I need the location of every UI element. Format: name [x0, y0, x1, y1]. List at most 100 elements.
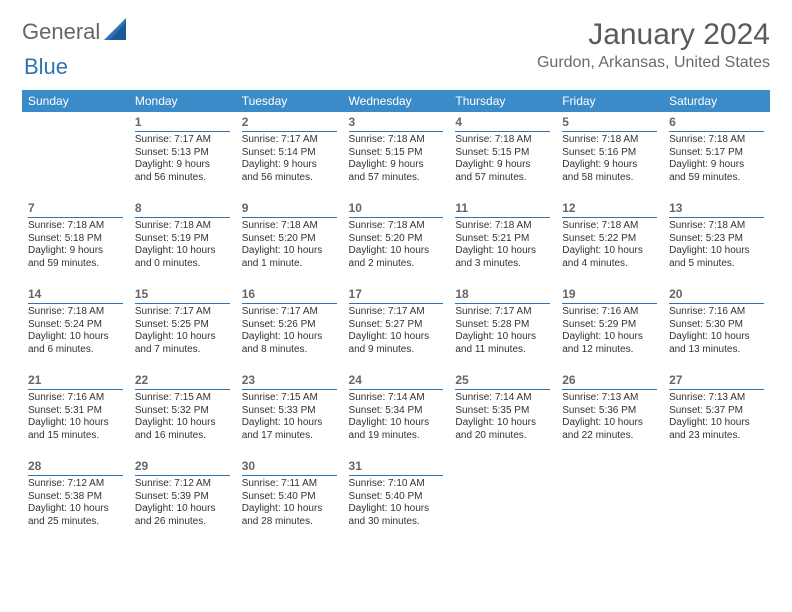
day-d1: Daylight: 10 hours: [349, 245, 444, 258]
day-cell: 12Sunrise: 7:18 AMSunset: 5:22 PMDayligh…: [556, 198, 663, 284]
day-d1: Daylight: 10 hours: [135, 417, 230, 430]
day-ss: Sunset: 5:15 PM: [455, 147, 550, 160]
day-number: 15: [135, 287, 230, 304]
day-info: Sunrise: 7:17 AMSunset: 5:14 PMDaylight:…: [242, 134, 337, 184]
day-number: 29: [135, 459, 230, 476]
day-cell: 29Sunrise: 7:12 AMSunset: 5:39 PMDayligh…: [129, 456, 236, 542]
day-info: Sunrise: 7:18 AMSunset: 5:20 PMDaylight:…: [242, 220, 337, 270]
day-ss: Sunset: 5:23 PM: [669, 233, 764, 246]
day-sr: Sunrise: 7:18 AM: [562, 134, 657, 147]
day-info: Sunrise: 7:11 AMSunset: 5:40 PMDaylight:…: [242, 478, 337, 528]
day-d1: Daylight: 9 hours: [562, 159, 657, 172]
day-info: Sunrise: 7:15 AMSunset: 5:32 PMDaylight:…: [135, 392, 230, 442]
dow-wednesday: Wednesday: [343, 90, 450, 112]
day-number: 23: [242, 373, 337, 390]
day-sr: Sunrise: 7:16 AM: [669, 306, 764, 319]
day-d2: and 30 minutes.: [349, 516, 444, 529]
day-number: 10: [349, 201, 444, 218]
day-number: 16: [242, 287, 337, 304]
day-number: 22: [135, 373, 230, 390]
day-d2: and 13 minutes.: [669, 344, 764, 357]
day-number: 7: [28, 201, 123, 218]
dow-sunday: Sunday: [22, 90, 129, 112]
day-sr: Sunrise: 7:18 AM: [669, 134, 764, 147]
day-number: 28: [28, 459, 123, 476]
day-d1: Daylight: 10 hours: [28, 331, 123, 344]
dow-row: Sunday Monday Tuesday Wednesday Thursday…: [22, 90, 770, 112]
day-ss: Sunset: 5:20 PM: [349, 233, 444, 246]
day-ss: Sunset: 5:29 PM: [562, 319, 657, 332]
day-ss: Sunset: 5:40 PM: [349, 491, 444, 504]
day-sr: Sunrise: 7:17 AM: [349, 306, 444, 319]
dow-friday: Friday: [556, 90, 663, 112]
day-number: 13: [669, 201, 764, 218]
day-info: Sunrise: 7:18 AMSunset: 5:19 PMDaylight:…: [135, 220, 230, 270]
day-number: 17: [349, 287, 444, 304]
day-ss: Sunset: 5:17 PM: [669, 147, 764, 160]
day-info: Sunrise: 7:18 AMSunset: 5:18 PMDaylight:…: [28, 220, 123, 270]
day-cell: 20Sunrise: 7:16 AMSunset: 5:30 PMDayligh…: [663, 284, 770, 370]
day-ss: Sunset: 5:26 PM: [242, 319, 337, 332]
day-ss: Sunset: 5:39 PM: [135, 491, 230, 504]
day-sr: Sunrise: 7:15 AM: [135, 392, 230, 405]
day-cell: 13Sunrise: 7:18 AMSunset: 5:23 PMDayligh…: [663, 198, 770, 284]
day-d2: and 11 minutes.: [455, 344, 550, 357]
brand-general: General: [22, 19, 100, 45]
day-number: 8: [135, 201, 230, 218]
day-d1: Daylight: 9 hours: [669, 159, 764, 172]
day-d1: Daylight: 10 hours: [242, 331, 337, 344]
day-d1: Daylight: 10 hours: [562, 417, 657, 430]
calendar-page: General January 2024 Gurdon, Arkansas, U…: [0, 0, 792, 542]
day-number: 4: [455, 115, 550, 132]
day-ss: Sunset: 5:31 PM: [28, 405, 123, 418]
day-info: Sunrise: 7:17 AMSunset: 5:26 PMDaylight:…: [242, 306, 337, 356]
day-number: 2: [242, 115, 337, 132]
day-d2: and 8 minutes.: [242, 344, 337, 357]
day-cell: 25Sunrise: 7:14 AMSunset: 5:35 PMDayligh…: [449, 370, 556, 456]
brand-blue: Blue: [24, 54, 68, 79]
day-d1: Daylight: 10 hours: [455, 417, 550, 430]
day-info: Sunrise: 7:17 AMSunset: 5:28 PMDaylight:…: [455, 306, 550, 356]
day-cell: [22, 112, 129, 198]
day-cell: 3Sunrise: 7:18 AMSunset: 5:15 PMDaylight…: [343, 112, 450, 198]
day-d2: and 7 minutes.: [135, 344, 230, 357]
brand-sail-icon: [104, 18, 130, 45]
day-d1: Daylight: 10 hours: [28, 503, 123, 516]
day-d1: Daylight: 10 hours: [242, 503, 337, 516]
day-info: Sunrise: 7:14 AMSunset: 5:34 PMDaylight:…: [349, 392, 444, 442]
day-number: 9: [242, 201, 337, 218]
day-cell: 8 Sunrise: 7:18 AMSunset: 5:19 PMDaylight…: [129, 198, 236, 284]
day-info: Sunrise: 7:18 AMSunset: 5:20 PMDaylight:…: [349, 220, 444, 270]
day-cell: 9 Sunrise: 7:18 AMSunset: 5:20 PMDaylight…: [236, 198, 343, 284]
day-cell: 16 Sunrise: 7:17 AMSunset: 5:26 PMDayligh…: [236, 284, 343, 370]
day-d2: and 25 minutes.: [28, 516, 123, 529]
day-ss: Sunset: 5:15 PM: [349, 147, 444, 160]
day-sr: Sunrise: 7:13 AM: [562, 392, 657, 405]
day-sr: Sunrise: 7:12 AM: [135, 478, 230, 491]
day-info: Sunrise: 7:18 AMSunset: 5:24 PMDaylight:…: [28, 306, 123, 356]
day-d2: and 6 minutes.: [28, 344, 123, 357]
day-ss: Sunset: 5:35 PM: [455, 405, 550, 418]
day-cell: 4Sunrise: 7:18 AMSunset: 5:15 PMDaylight…: [449, 112, 556, 198]
day-d2: and 57 minutes.: [349, 172, 444, 185]
day-d1: Daylight: 10 hours: [349, 331, 444, 344]
day-number: 20: [669, 287, 764, 304]
day-sr: Sunrise: 7:18 AM: [669, 220, 764, 233]
day-d1: Daylight: 10 hours: [242, 245, 337, 258]
day-number: 18: [455, 287, 550, 304]
day-d2: and 56 minutes.: [135, 172, 230, 185]
day-d1: Daylight: 9 hours: [135, 159, 230, 172]
day-d2: and 3 minutes.: [455, 258, 550, 271]
day-d1: Daylight: 10 hours: [242, 417, 337, 430]
day-d1: Daylight: 10 hours: [669, 331, 764, 344]
day-cell: 26Sunrise: 7:13 AMSunset: 5:36 PMDayligh…: [556, 370, 663, 456]
day-cell: 14Sunrise: 7:18 AMSunset: 5:24 PMDayligh…: [22, 284, 129, 370]
day-cell: [663, 456, 770, 542]
day-info: Sunrise: 7:14 AMSunset: 5:35 PMDaylight:…: [455, 392, 550, 442]
day-d1: Daylight: 10 hours: [349, 503, 444, 516]
day-sr: Sunrise: 7:18 AM: [562, 220, 657, 233]
brand-logo: General: [22, 18, 108, 45]
day-info: Sunrise: 7:13 AMSunset: 5:37 PMDaylight:…: [669, 392, 764, 442]
day-number: 31: [349, 459, 444, 476]
day-number: 27: [669, 373, 764, 390]
